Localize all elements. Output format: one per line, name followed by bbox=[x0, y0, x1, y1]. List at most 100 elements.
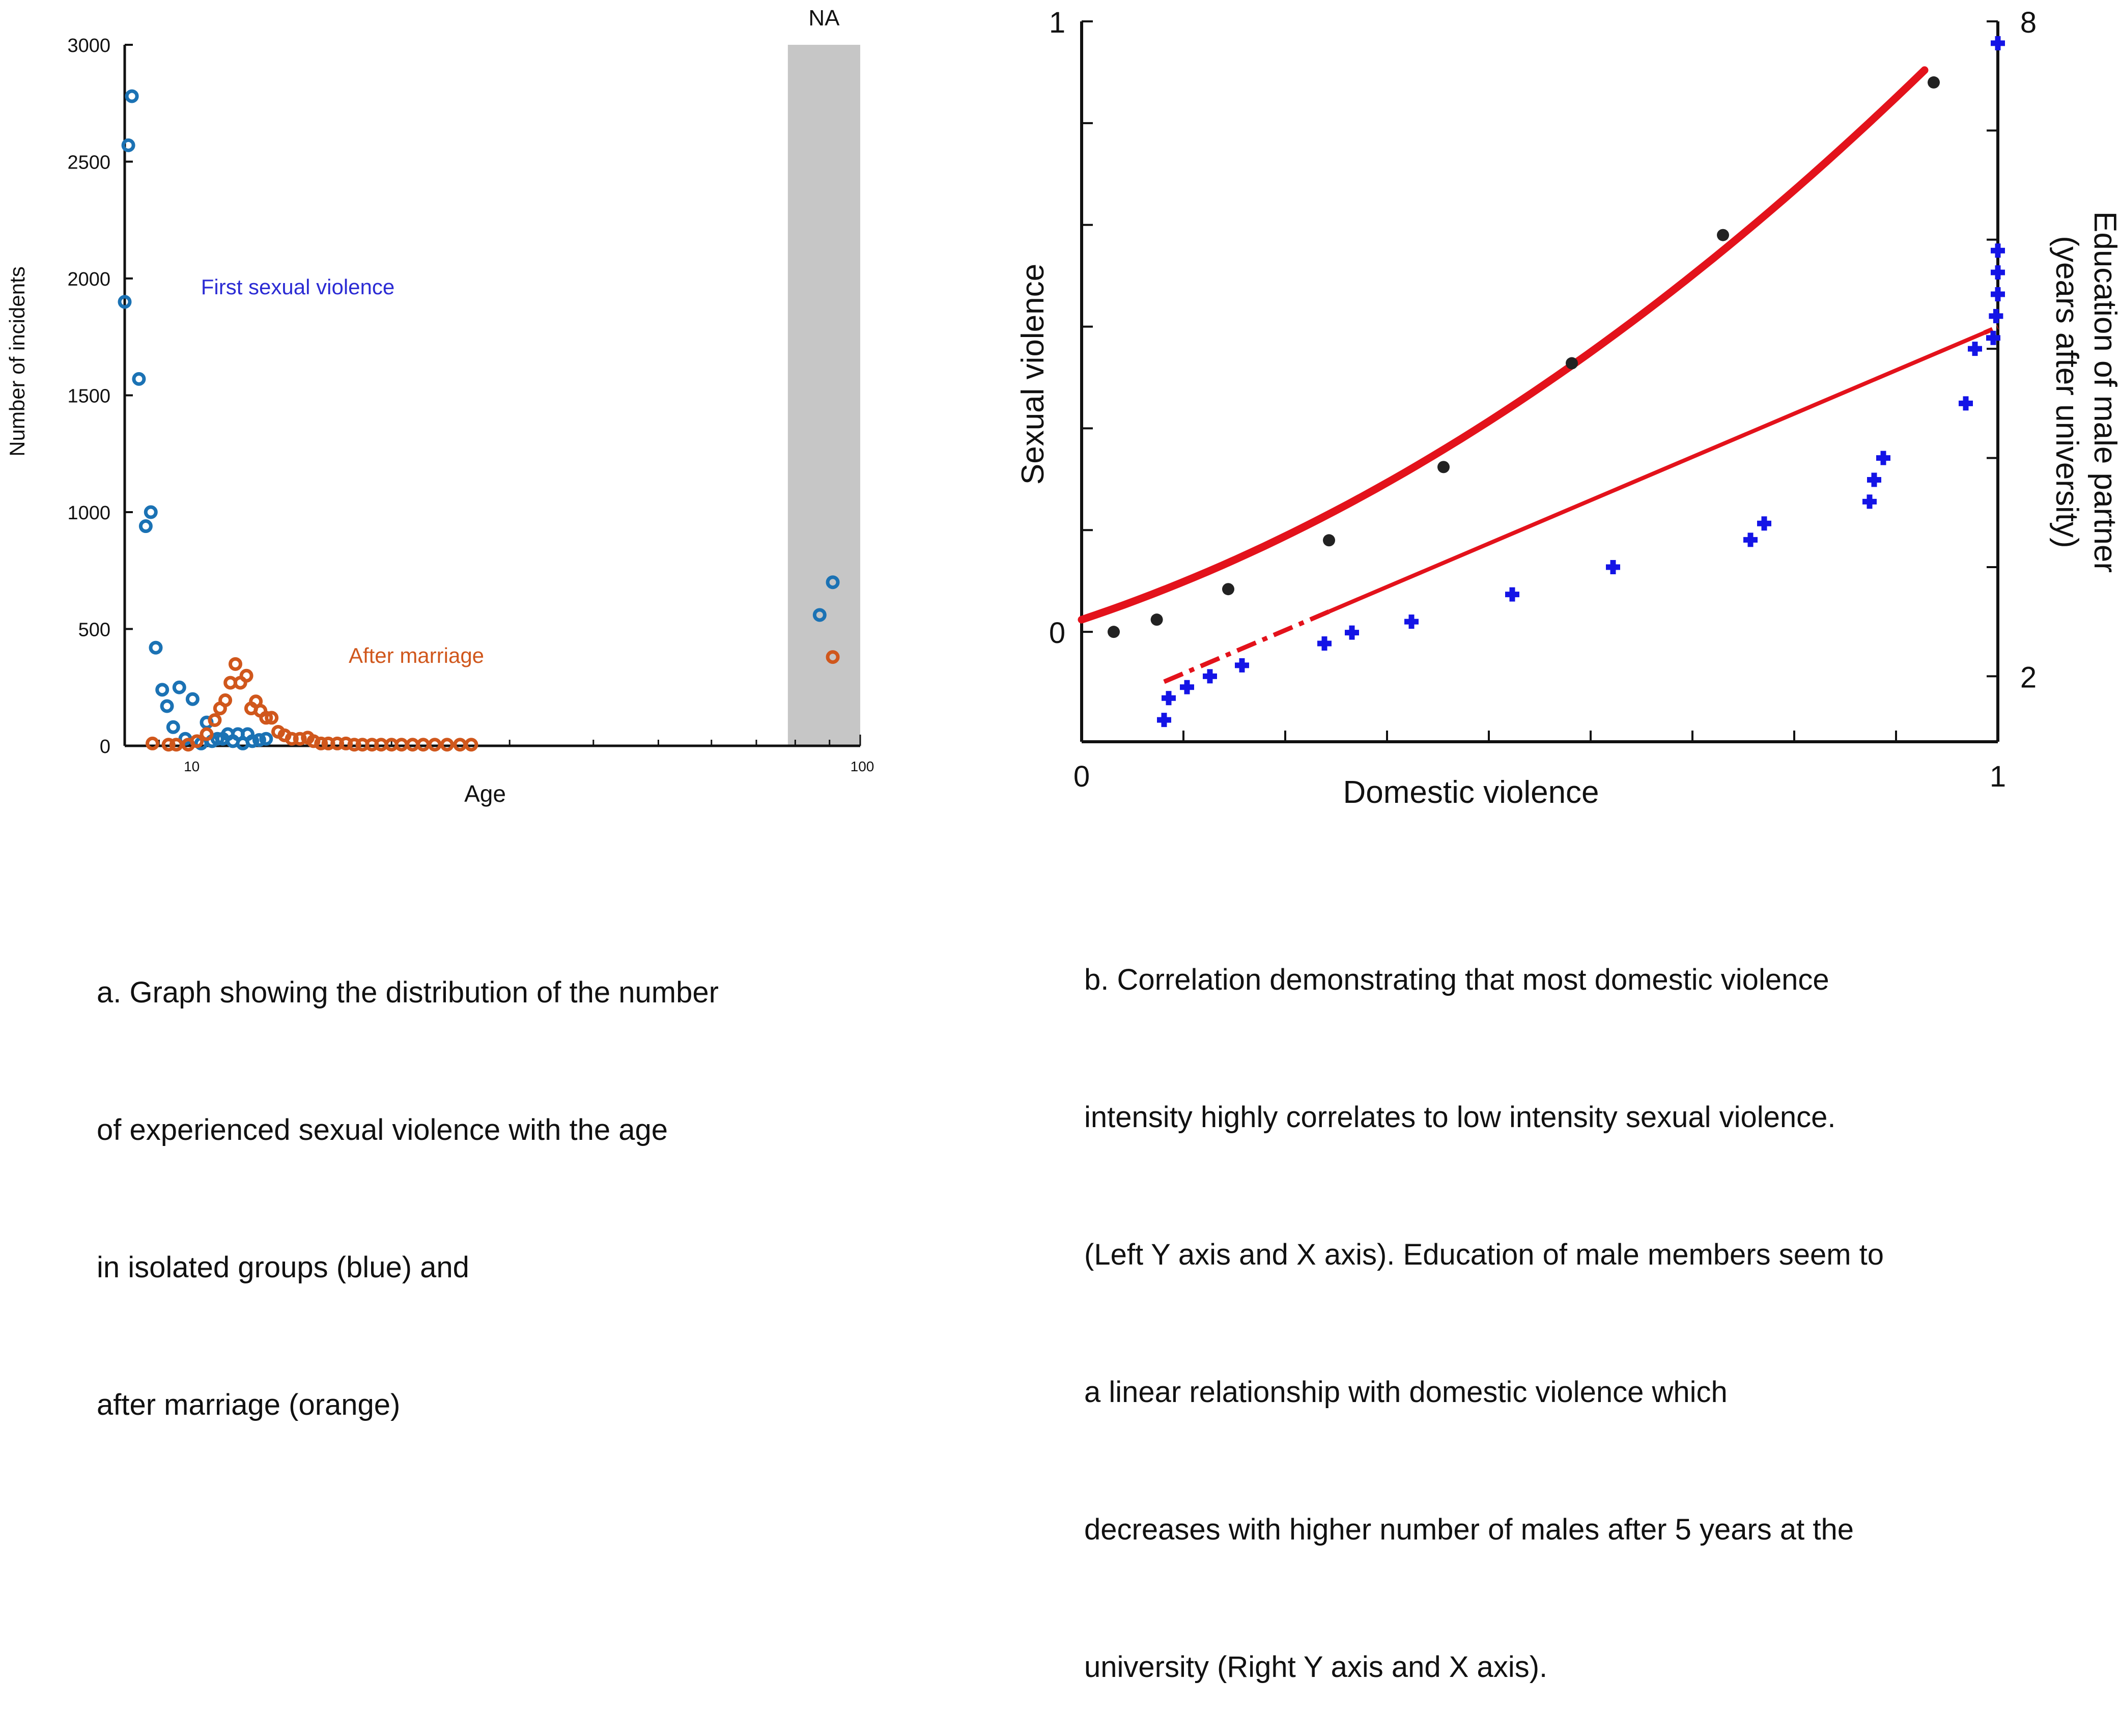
chart-b-axes: 0 1 0 1 2 8 bbox=[1049, 6, 2037, 793]
point-male-education bbox=[1606, 559, 1620, 574]
caption-b-line: b. Correlation demonstrating that most d… bbox=[1084, 963, 1829, 996]
na-shaded-region bbox=[787, 45, 860, 746]
point-after-marriage bbox=[218, 693, 233, 707]
point-first-sexual-violence bbox=[138, 519, 153, 534]
x-tick-label: 100 bbox=[851, 759, 874, 774]
y-tick-label: 1500 bbox=[67, 386, 110, 407]
fit-line-education-dashed bbox=[1983, 325, 1999, 335]
y-tick-label: 1 bbox=[1049, 6, 1065, 39]
point-male-education bbox=[1986, 330, 2000, 345]
caption-a-line: after marriage (orange) bbox=[97, 1388, 401, 1421]
point-male-education bbox=[1991, 265, 2005, 280]
point-first-sexual-violence bbox=[210, 732, 224, 746]
y-tick-label: 0 bbox=[1049, 617, 1065, 650]
point-after-marriage bbox=[259, 711, 273, 725]
point-male-education bbox=[1317, 636, 1332, 651]
point-male-education bbox=[1180, 680, 1194, 694]
point-male-education bbox=[1162, 691, 1176, 706]
point-first-sexual-violence bbox=[252, 733, 266, 747]
point-sexual-violence bbox=[1108, 626, 1120, 638]
point-sexual-violence bbox=[1323, 534, 1335, 547]
point-after-marriage bbox=[190, 734, 204, 748]
chart-b-points bbox=[1108, 36, 2005, 727]
fit-line-education-dashed bbox=[1163, 609, 1330, 684]
x-tick-label: 10 bbox=[184, 759, 200, 774]
point-male-education bbox=[1959, 396, 1973, 411]
fit-line-education bbox=[1328, 331, 1985, 613]
y-axis-label-sexual-violence: Sexual violence bbox=[1015, 264, 1051, 485]
y-tick-label: 2500 bbox=[67, 152, 110, 174]
point-first-sexual-violence bbox=[172, 680, 186, 694]
fit-curve-sexual-violence bbox=[1078, 66, 1929, 624]
point-sexual-violence bbox=[1222, 583, 1234, 596]
y-tick-label: 0 bbox=[100, 736, 110, 758]
point-first-sexual-violence bbox=[155, 683, 169, 697]
point-after-marriage bbox=[239, 668, 253, 683]
point-male-education bbox=[1404, 614, 1419, 629]
point-sexual-violence bbox=[1717, 229, 1729, 241]
point-sexual-violence bbox=[1437, 461, 1450, 473]
point-first-sexual-violence bbox=[185, 692, 200, 706]
point-male-education bbox=[1505, 587, 1519, 602]
x-axis-label-domestic-violence: Domestic violence bbox=[1343, 775, 1599, 810]
caption-b-line: a linear relationship with domestic viol… bbox=[1084, 1376, 1728, 1409]
chart-b-fit-lines bbox=[1078, 66, 1999, 684]
point-first-sexual-violence bbox=[245, 734, 260, 748]
point-first-sexual-violence bbox=[166, 720, 180, 734]
point-sexual-violence bbox=[1566, 357, 1578, 370]
caption-b-line: university (Right Y axis and X axis). bbox=[1084, 1650, 1548, 1684]
chart-a: NA 0 500 1000 1500 2000 2500 3000 10 100 First s… bbox=[5, 6, 874, 807]
caption-a-line: a. Graph showing the distribution of the… bbox=[97, 976, 719, 1009]
point-male-education bbox=[1867, 472, 1881, 487]
point-male-education bbox=[1862, 494, 1877, 509]
caption-b: b. Correlation demonstrating that most d… bbox=[1084, 865, 1884, 1736]
point-first-sexual-violence bbox=[132, 372, 146, 386]
point-first-sexual-violence bbox=[826, 575, 840, 590]
point-male-education bbox=[1989, 309, 2003, 323]
point-after-marriage bbox=[161, 738, 176, 752]
point-after-marriage bbox=[464, 738, 478, 752]
x-tick-label: 0 bbox=[1073, 760, 1090, 793]
y-tick-label: 2000 bbox=[67, 269, 110, 290]
annotation-first-sexual-violence: First sexual violence bbox=[201, 275, 394, 299]
caption-a-line: of experienced sexual violence with the … bbox=[97, 1113, 668, 1146]
point-sexual-violence bbox=[1928, 76, 1940, 89]
y2-axis-label-line1: Education of male partner bbox=[2087, 211, 2120, 573]
y2-tick-label: 8 bbox=[2020, 6, 2037, 39]
caption-b-line: intensity highly correlates to low inten… bbox=[1084, 1101, 1836, 1134]
point-after-marriage bbox=[347, 738, 361, 752]
point-male-education bbox=[1203, 669, 1217, 684]
point-first-sexual-violence bbox=[160, 699, 174, 713]
caption-a-line: in isolated groups (blue) and bbox=[97, 1251, 469, 1284]
point-after-marriage bbox=[293, 732, 307, 746]
point-male-education bbox=[1345, 625, 1359, 640]
point-after-marriage bbox=[146, 736, 160, 750]
y2-axis-label-line2: (years after university) bbox=[2049, 236, 2084, 548]
point-first-sexual-violence bbox=[149, 640, 163, 655]
y-tick-label: 1000 bbox=[67, 502, 110, 524]
point-male-education bbox=[1991, 36, 2005, 50]
point-first-sexual-violence bbox=[144, 505, 158, 519]
point-male-education bbox=[1968, 342, 1982, 356]
chart-a-points bbox=[118, 89, 840, 752]
point-first-sexual-violence bbox=[118, 295, 132, 309]
caption-a: a. Graph showing the distribution of the… bbox=[97, 878, 719, 1474]
point-after-marriage bbox=[314, 736, 328, 750]
point-male-education bbox=[1743, 533, 1758, 547]
point-after-marriage bbox=[200, 727, 214, 741]
caption-b-line: decreases with higher number of males af… bbox=[1084, 1513, 1854, 1546]
point-first-sexual-violence bbox=[259, 732, 273, 746]
point-after-marriage bbox=[440, 738, 454, 752]
point-after-marriage bbox=[826, 650, 840, 664]
na-label: NA bbox=[808, 6, 840, 31]
caption-b-line: (Left Y axis and X axis). Education of m… bbox=[1084, 1238, 1884, 1271]
point-after-marriage bbox=[228, 657, 242, 671]
point-after-marriage bbox=[285, 732, 299, 746]
point-after-marriage bbox=[208, 713, 222, 727]
y-tick-label: 3000 bbox=[67, 35, 110, 57]
point-first-sexual-violence bbox=[812, 608, 827, 622]
annotation-after-marriage: After marriage bbox=[349, 643, 484, 667]
x-tick-label: 1 bbox=[1990, 760, 2006, 793]
point-male-education bbox=[1235, 658, 1249, 673]
point-first-sexual-violence bbox=[121, 138, 135, 152]
